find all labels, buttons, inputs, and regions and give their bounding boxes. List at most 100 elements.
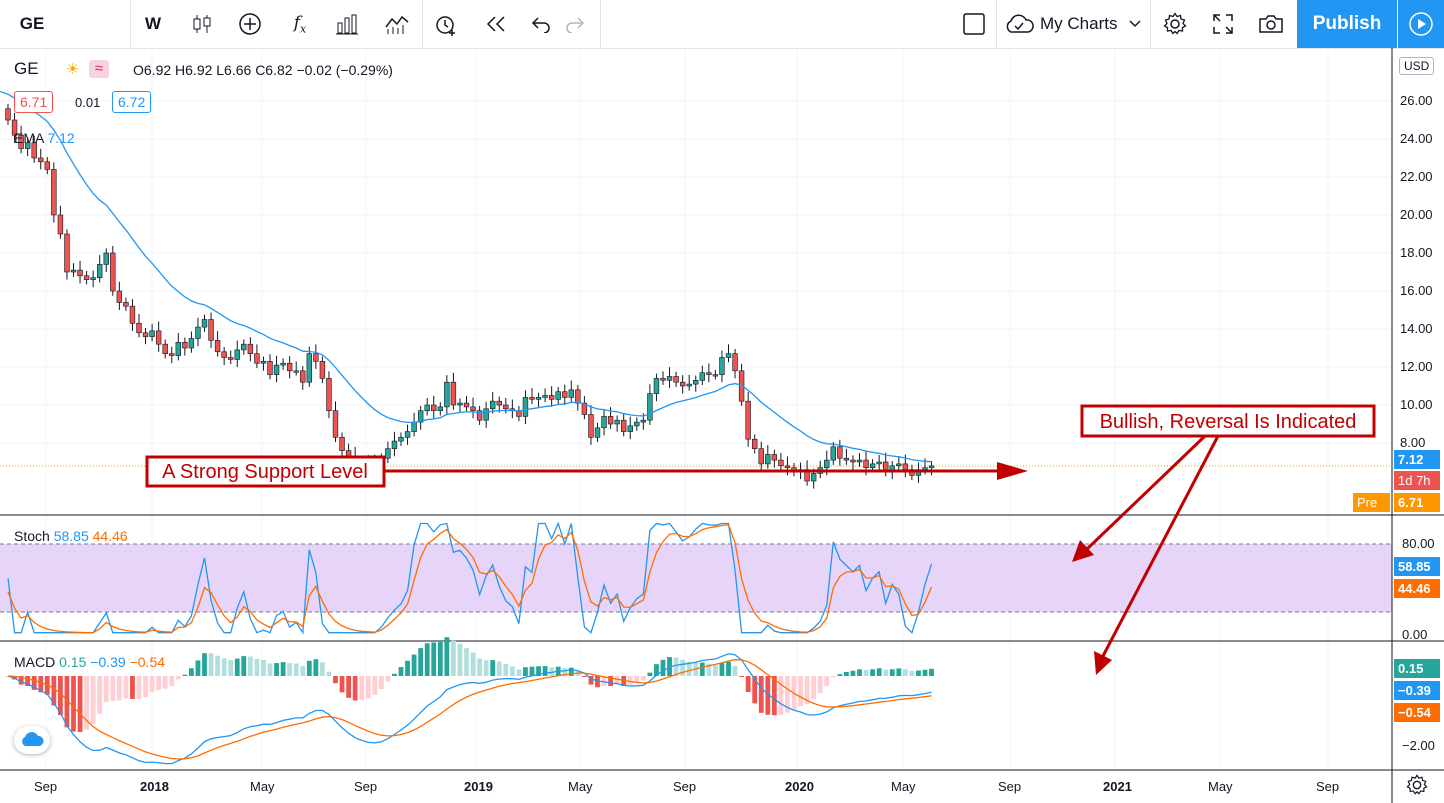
candle-body — [417, 410, 424, 423]
macd-hist-bar — [542, 666, 548, 676]
candle-body — [719, 357, 725, 375]
price-tick: 12.00 — [1400, 359, 1433, 374]
stoch-legend[interactable]: Stoch 58.85 44.46 — [14, 528, 128, 544]
currency-button[interactable]: USD — [1399, 57, 1435, 75]
candles-icon — [193, 15, 211, 33]
macd-hist-bar — [922, 669, 928, 676]
symbol-search-button[interactable]: GE — [8, 0, 56, 48]
indicators-button[interactable]: fx — [280, 0, 320, 48]
time-tick: 2019 — [464, 779, 493, 794]
axis-settings-button[interactable] — [1406, 774, 1430, 798]
gear-icon — [1163, 12, 1187, 35]
candle-body — [234, 349, 240, 360]
chart-canvas[interactable]: A Strong Support Level Bullish, Reversal… — [0, 48, 1444, 803]
snapshot-button[interactable] — [1250, 0, 1292, 48]
candle-body — [18, 134, 24, 149]
tradingview-logo-button[interactable] — [14, 726, 50, 754]
candle-body — [693, 379, 699, 385]
macd-hist-bar — [169, 676, 175, 687]
macd-hist-bar — [261, 659, 266, 676]
macd-hist-bar — [228, 660, 234, 676]
candle-body — [470, 406, 476, 411]
templates-button[interactable] — [326, 0, 368, 48]
undo-button[interactable] — [520, 0, 560, 48]
alert-button[interactable] — [426, 0, 466, 48]
candle-body — [588, 414, 594, 438]
select-button[interactable] — [954, 0, 994, 48]
replay-play-button[interactable] — [1398, 0, 1444, 48]
macd-hist-bar — [857, 669, 862, 676]
toolbar-divider — [422, 0, 423, 48]
ideas-button[interactable] — [376, 0, 418, 48]
macd-hist-bar — [582, 676, 587, 677]
macd-hist-bar — [116, 676, 122, 701]
stoch-lines — [7, 521, 933, 635]
interval-button[interactable]: W — [134, 0, 172, 48]
candle-body — [5, 108, 11, 121]
macd-hist-bar — [221, 658, 227, 676]
fullscreen-button[interactable] — [1202, 0, 1244, 48]
macd-hist-bar — [189, 668, 194, 676]
macd-hist-bar — [385, 676, 391, 682]
candle-body — [97, 264, 103, 278]
bar-style-button[interactable] — [182, 0, 222, 48]
candle-body — [129, 305, 136, 324]
support-label: A Strong Support Level — [162, 461, 368, 483]
macd-hist-bar — [293, 663, 299, 676]
sun-icon: ☀ — [66, 61, 80, 78]
settings-button[interactable] — [1154, 0, 1196, 48]
macd-hist-bar — [97, 676, 103, 714]
candle-body — [765, 454, 771, 465]
candle-body — [136, 322, 142, 334]
macd-hist-bar — [470, 652, 476, 676]
macd-hist-bar — [516, 669, 522, 676]
candle-body — [784, 465, 791, 468]
ask-price-box[interactable]: 6.72 — [112, 91, 152, 113]
camera-icon — [1259, 15, 1283, 33]
macd-hist-bar — [31, 676, 37, 690]
macd-hist-bar — [588, 676, 594, 685]
macd-hist-bar — [38, 676, 44, 693]
macd-hist-bar — [706, 663, 712, 676]
publish-button[interactable]: Publish — [1297, 0, 1397, 48]
macd-legend[interactable]: MACD 0.15 −0.39 −0.54 — [14, 654, 165, 670]
candle-body — [522, 397, 529, 417]
ema-legend[interactable]: EMA 7.12 — [14, 130, 75, 146]
candle-body — [313, 353, 319, 362]
my-charts-button[interactable]: My Charts — [1004, 0, 1148, 48]
ema-value: 7.12 — [47, 130, 75, 146]
time-tick: Sep — [354, 779, 378, 794]
macd-hist-bar — [136, 676, 142, 699]
bullish-arrow-macd — [1101, 435, 1220, 657]
bullish-label: Bullish, Reversal Is Indicated — [1100, 411, 1357, 433]
compare-button[interactable] — [230, 0, 270, 48]
candle-body — [732, 353, 738, 372]
macd-hist-bar — [418, 648, 424, 676]
bullish-label-box — [1080, 404, 1376, 438]
candle-body — [411, 421, 417, 432]
macd-hist-bar — [614, 676, 620, 685]
chart-grid — [0, 48, 1392, 770]
macd-hist-bar — [313, 659, 319, 676]
bid-price-box[interactable]: 6.71 — [14, 91, 54, 113]
candle-body — [548, 395, 555, 400]
redo-button[interactable] — [556, 0, 596, 48]
ema-price-tag: 7.12 — [1394, 450, 1440, 469]
plus-circle-icon — [239, 13, 261, 35]
macd-hist-bar — [529, 666, 535, 676]
candle-body — [188, 338, 195, 349]
macd-hist-bar — [25, 676, 31, 687]
legend-symbol[interactable]: GE — [14, 59, 39, 78]
support-label-box — [145, 455, 386, 488]
macd-hist-bar — [477, 658, 482, 676]
macd-hist-bar — [726, 661, 731, 676]
price-tick: 16.00 — [1400, 283, 1433, 298]
candle-body — [38, 157, 44, 163]
replay-button[interactable] — [476, 0, 516, 48]
price-tick: 14.00 — [1400, 321, 1433, 336]
line-chart-icon — [385, 15, 409, 34]
candle-body — [103, 252, 109, 265]
legend-ohlc: O6.92 H6.92 L6.66 C6.82 −0.02 (−0.29%) — [133, 62, 393, 78]
macd-hist-bar — [51, 676, 57, 706]
macd-hist-bar — [745, 676, 751, 692]
